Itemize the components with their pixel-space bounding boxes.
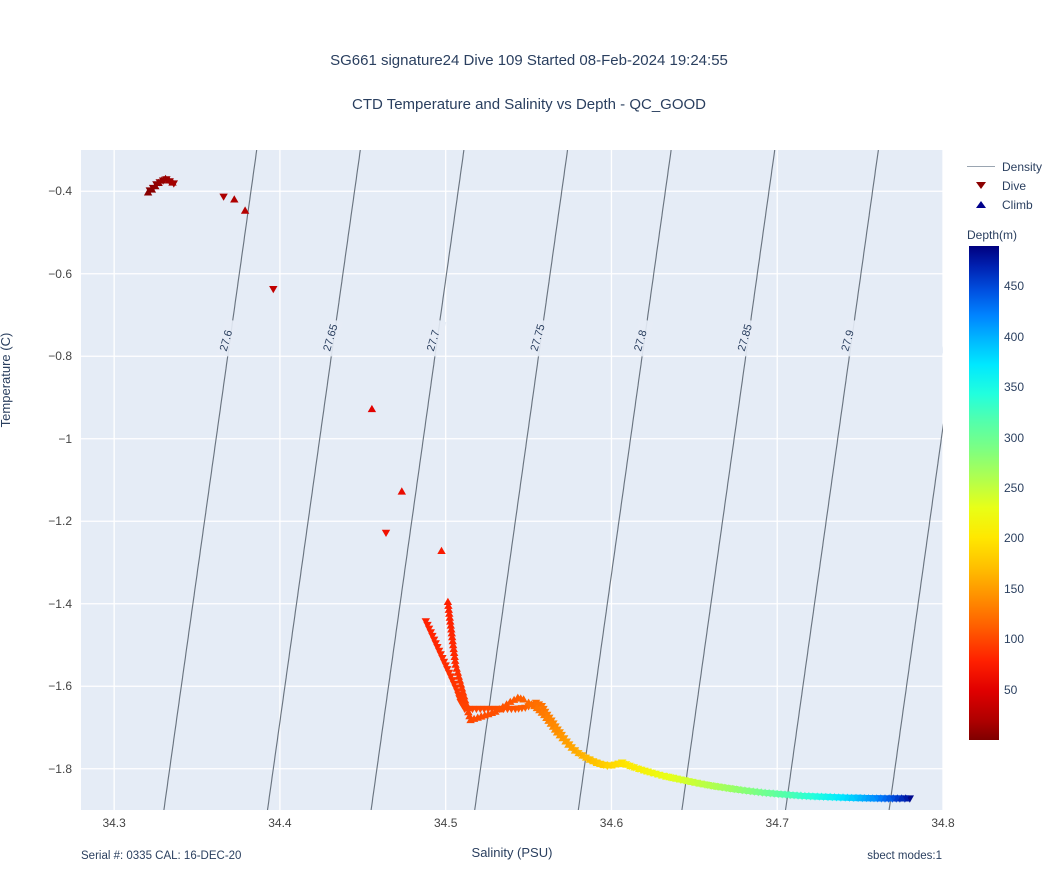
svg-text:27.9: 27.9 xyxy=(839,329,856,353)
x-axis-label: Salinity (PSU) xyxy=(471,845,553,860)
footer-modes: sbect modes:1 xyxy=(867,850,942,862)
y-tick-label: −1.2 xyxy=(48,514,72,529)
colorbar-gradient xyxy=(969,246,999,740)
y-tick-label: −0.8 xyxy=(48,349,72,364)
svg-text:27.6: 27.6 xyxy=(218,329,235,353)
colorbar-title: Depth(m) xyxy=(967,228,1018,242)
legend-symbol-triangle-down xyxy=(962,182,1000,189)
y-tick-label: −1.8 xyxy=(48,761,72,776)
x-tick-label: 34.7 xyxy=(765,816,789,830)
x-tick-label: 34.8 xyxy=(931,816,955,830)
x-tick-label: 34.4 xyxy=(268,816,292,830)
legend-symbol-line xyxy=(962,166,1000,167)
y-tick-label: −0.4 xyxy=(48,184,72,199)
chart-title-line2: CTD Temperature and Salinity vs Depth - … xyxy=(351,96,707,113)
colorbar-tick-label: 250 xyxy=(1004,480,1025,495)
colorbar-tick-label: 400 xyxy=(1004,329,1025,344)
colorbar-tick-label: 50 xyxy=(1004,682,1018,697)
y-axis-label: Temperature (C) xyxy=(0,332,13,428)
y-tick-label: −1.6 xyxy=(48,679,72,694)
legend-label: Dive xyxy=(1002,178,1027,193)
legend-symbol-triangle-up xyxy=(962,201,1000,208)
legend-item-dive[interactable]: Dive xyxy=(962,176,1058,195)
chart-title: SG661 signature24 Dive 109 Started 08-Fe… xyxy=(0,28,1058,138)
chart-title-line1: SG661 signature24 Dive 109 Started 08-Fe… xyxy=(330,52,728,69)
legend-label: Density xyxy=(1002,159,1043,174)
colorbar-tick-label: 200 xyxy=(1004,531,1025,546)
footer-serial: Serial #: 0335 CAL: 16-DEC-20 xyxy=(81,850,242,862)
x-tick-label: 34.6 xyxy=(599,816,624,830)
y-tick-label: −1.4 xyxy=(48,596,72,611)
svg-text:27.7: 27.7 xyxy=(425,329,442,353)
y-tick-label: −1 xyxy=(58,431,72,446)
colorbar-tick-label: 100 xyxy=(1004,632,1025,647)
colorbar-tick-label: 150 xyxy=(1004,581,1025,596)
x-tick-label: 34.3 xyxy=(102,816,126,830)
legend-label: Climb xyxy=(1002,197,1033,212)
legend-item-climb[interactable]: Climb xyxy=(962,195,1058,214)
colorbar-tick-label: 300 xyxy=(1004,430,1025,445)
x-tick-label: 34.5 xyxy=(434,816,458,830)
colorbar-tick-label: 450 xyxy=(1004,279,1025,294)
legend-item-density[interactable]: Density xyxy=(962,157,1058,176)
y-tick-label: −0.6 xyxy=(48,266,72,281)
legend: Density Dive Climb xyxy=(962,157,1058,214)
svg-text:27.8: 27.8 xyxy=(632,329,649,353)
colorbar-tick-label: 350 xyxy=(1004,380,1025,395)
